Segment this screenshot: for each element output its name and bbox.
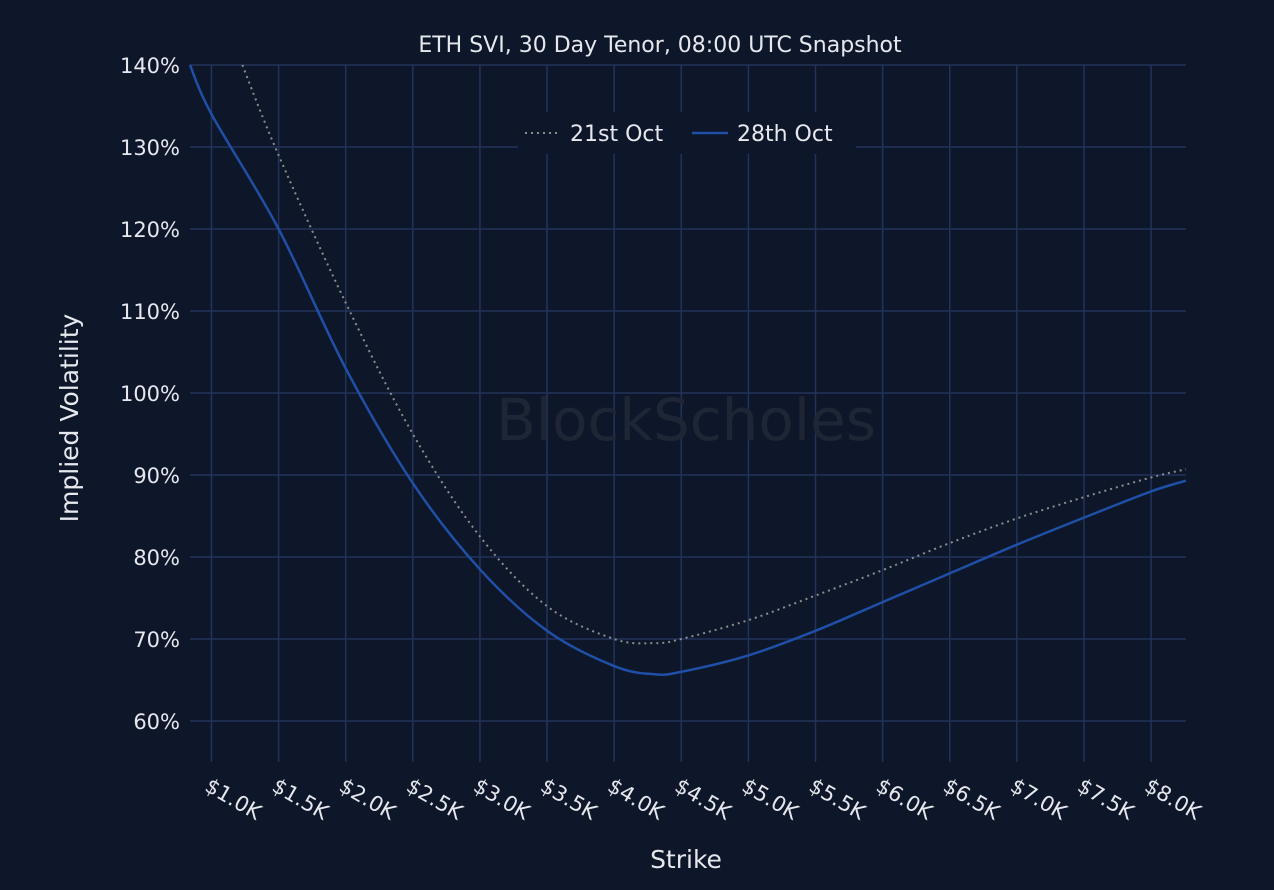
legend: 21st Oct 28th Oct xyxy=(518,112,856,154)
chart-title: ETH SVI, 30 Day Tenor, 08:00 UTC Snapsho… xyxy=(418,33,902,58)
y-tick-label: 70% xyxy=(133,628,180,652)
x-tick-label: $3.5K xyxy=(537,774,602,826)
y-tick-label: 90% xyxy=(133,464,180,488)
x-tick-label: $4.5K xyxy=(671,774,736,826)
y-tick-label: 110% xyxy=(120,300,180,324)
watermark: BlockScholes xyxy=(496,386,876,454)
legend-label-21st-oct: 21st Oct xyxy=(570,122,663,147)
x-tick-label: $4.0K xyxy=(604,774,669,826)
x-tick-label: $5.0K xyxy=(738,774,803,826)
x-tick-label: $5.5K xyxy=(805,774,870,826)
y-tick-label: 140% xyxy=(120,54,180,78)
x-tick-label: $1.5K xyxy=(268,774,333,826)
x-tick-label: $6.5K xyxy=(939,774,1004,826)
grid xyxy=(190,64,1186,762)
series-line-28th-oct xyxy=(188,64,1187,676)
x-axis-label: Strike xyxy=(650,845,722,874)
x-tick-label: $2.5K xyxy=(402,774,467,826)
y-tick-label: 100% xyxy=(120,382,180,406)
x-tick-label: $1.0K xyxy=(201,774,266,826)
y-axis-label: Implied Volatility xyxy=(55,313,84,522)
y-tick-label: 60% xyxy=(133,710,180,734)
x-tick-label: $7.0K xyxy=(1006,774,1071,826)
x-tick-label: $3.0K xyxy=(469,774,534,826)
x-tick-label: $6.0K xyxy=(872,774,937,826)
series-line-21st-oct xyxy=(241,64,1187,645)
x-tick-label: $2.0K xyxy=(335,774,400,826)
x-tick-label: $8.0K xyxy=(1141,774,1206,826)
legend-label-28th-oct: 28th Oct xyxy=(737,122,833,147)
y-tick-label: 130% xyxy=(120,136,180,160)
y-tick-label: 120% xyxy=(120,218,180,242)
y-tick-label: 80% xyxy=(133,546,180,570)
x-tick-label: $7.5K xyxy=(1073,774,1138,826)
y-axis-ticks: 60% 70% 80% 90% 100% 110% 120% 130% 140% xyxy=(120,54,180,734)
series-group xyxy=(188,64,1187,676)
x-axis-ticks: $1.0K $1.5K $2.0K $2.5K $3.0K $3.5K $4.0K $4.5K… xyxy=(201,774,1206,826)
